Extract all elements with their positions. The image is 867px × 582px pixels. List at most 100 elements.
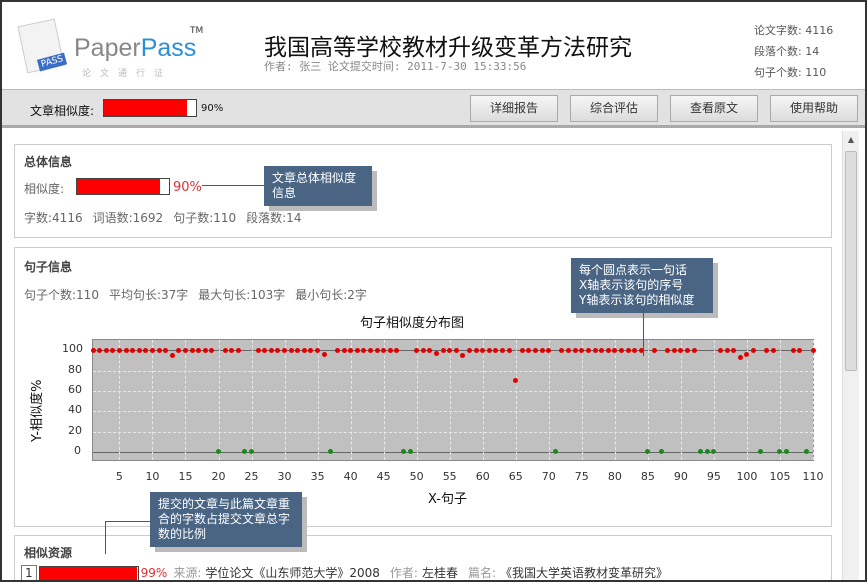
vertical-scrollbar[interactable]: ▲ <box>842 131 859 580</box>
sentence-point[interactable] <box>143 347 149 353</box>
sentence-point[interactable] <box>678 347 684 353</box>
sentence-point[interactable] <box>546 347 552 353</box>
sentence-point[interactable] <box>235 347 241 353</box>
scrollbar-thumb[interactable] <box>845 151 857 371</box>
sentence-point[interactable] <box>566 347 572 353</box>
sentence-point[interactable] <box>711 449 717 455</box>
sentence-point[interactable] <box>447 347 453 353</box>
sentence-point[interactable] <box>176 347 182 353</box>
sentence-point[interactable] <box>513 378 519 384</box>
sentence-point[interactable] <box>684 347 690 353</box>
detail-report-button[interactable]: 详细报告 <box>470 95 558 122</box>
sentence-point[interactable] <box>777 449 783 455</box>
scroll-up-arrow-icon[interactable]: ▲ <box>847 135 855 144</box>
sentence-point[interactable] <box>638 347 644 353</box>
sentence-point[interactable] <box>149 347 155 353</box>
sentence-point[interactable] <box>249 449 255 455</box>
sentence-point[interactable] <box>116 347 122 353</box>
sentence-point[interactable] <box>651 347 657 353</box>
sentence-point[interactable] <box>321 351 327 357</box>
sentence-point[interactable] <box>414 347 420 353</box>
sentence-point[interactable] <box>156 347 162 353</box>
sentence-point[interactable] <box>222 347 228 353</box>
sentence-point[interactable] <box>691 347 697 353</box>
sentence-point[interactable] <box>493 347 499 353</box>
sentence-point[interactable] <box>539 347 545 353</box>
sentence-point[interactable] <box>367 347 373 353</box>
sentence-point[interactable] <box>500 347 506 353</box>
sentence-point[interactable] <box>453 347 459 353</box>
sentence-point[interactable] <box>202 347 208 353</box>
sentence-point[interactable] <box>268 347 274 353</box>
sentence-point[interactable] <box>704 449 710 455</box>
sentence-point[interactable] <box>196 347 202 353</box>
sentence-point[interactable] <box>110 347 116 353</box>
sentence-point[interactable] <box>698 449 704 455</box>
sentence-point[interactable] <box>559 347 565 353</box>
sentence-point[interactable] <box>341 347 347 353</box>
sentence-point[interactable] <box>328 449 334 455</box>
sentence-point[interactable] <box>784 449 790 455</box>
sentence-point[interactable] <box>282 347 288 353</box>
sentence-point[interactable] <box>103 347 109 353</box>
sentence-point[interactable] <box>810 347 816 353</box>
sentence-point[interactable] <box>209 347 215 353</box>
sentence-point[interactable] <box>182 347 188 353</box>
sentence-point[interactable] <box>612 347 618 353</box>
sentence-point[interactable] <box>361 347 367 353</box>
sentence-point[interactable] <box>348 347 354 353</box>
sentence-point[interactable] <box>420 347 426 353</box>
resource-title[interactable]: 《我国大学英语教材变革研究》 <box>500 566 669 580</box>
overall-evaluation-button[interactable]: 综合评估 <box>570 95 658 122</box>
sentence-point[interactable] <box>599 347 605 353</box>
sentence-point[interactable] <box>255 347 261 353</box>
sentence-point[interactable] <box>288 347 294 353</box>
sentence-point[interactable] <box>407 449 413 455</box>
sentence-point[interactable] <box>467 347 472 353</box>
sentence-point[interactable] <box>744 351 750 357</box>
sentence-point[interactable] <box>473 347 479 353</box>
sentence-point[interactable] <box>275 347 281 353</box>
sentence-point[interactable] <box>216 449 221 455</box>
sentence-point[interactable] <box>374 347 380 353</box>
sentence-point[interactable] <box>645 449 651 455</box>
sentence-point[interactable] <box>242 449 248 455</box>
sentence-point[interactable] <box>625 347 631 353</box>
sentence-point[interactable] <box>724 347 730 353</box>
sentence-point[interactable] <box>169 352 175 358</box>
sentence-point[interactable] <box>460 352 466 358</box>
sentence-point[interactable] <box>592 347 598 353</box>
sentence-point[interactable] <box>757 449 763 455</box>
sentence-point[interactable] <box>90 347 96 353</box>
sentence-point[interactable] <box>718 347 724 353</box>
sentence-point[interactable] <box>519 347 525 353</box>
sentence-point[interactable] <box>97 347 103 353</box>
sentence-point[interactable] <box>770 347 776 353</box>
sentence-point[interactable] <box>301 347 307 353</box>
view-original-button[interactable]: 查看原文 <box>670 95 758 122</box>
sentence-point[interactable] <box>533 347 539 353</box>
sentence-point[interactable] <box>618 347 624 353</box>
sentence-point[interactable] <box>440 347 446 353</box>
sentence-point[interactable] <box>480 347 486 353</box>
sentence-point[interactable] <box>658 449 664 455</box>
sentence-point[interactable] <box>585 347 591 353</box>
sentence-point[interactable] <box>579 347 585 353</box>
sentence-point[interactable] <box>427 347 433 353</box>
sentence-point[interactable] <box>123 347 129 353</box>
sentence-point[interactable] <box>163 347 169 353</box>
sentence-point[interactable] <box>731 347 737 353</box>
sentence-point[interactable] <box>737 354 743 360</box>
sentence-point[interactable] <box>671 347 677 353</box>
sentence-point[interactable] <box>130 347 136 353</box>
sentence-point[interactable] <box>136 347 142 353</box>
sentence-point[interactable] <box>315 347 321 353</box>
sentence-point[interactable] <box>295 347 301 353</box>
sentence-point[interactable] <box>308 347 314 353</box>
sentence-point[interactable] <box>803 449 809 455</box>
sentence-point[interactable] <box>334 347 340 353</box>
sentence-point[interactable] <box>506 347 512 353</box>
sentence-point[interactable] <box>387 347 393 353</box>
sentence-point[interactable] <box>751 347 757 353</box>
sentence-point[interactable] <box>229 347 235 353</box>
